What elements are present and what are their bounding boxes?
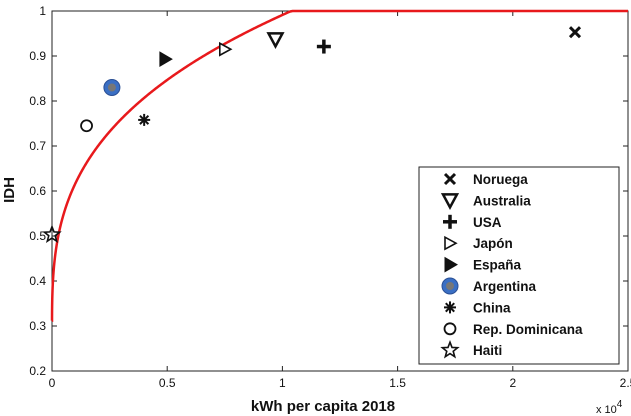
x-tick-label: 1.5: [389, 376, 406, 390]
y-tick-label: 0.3: [29, 319, 46, 333]
y-tick-label: 0.2: [29, 364, 46, 378]
legend-entry-label: China: [473, 300, 511, 315]
marker-triangle-right-open: [444, 235, 458, 251]
data-point-australia: [266, 32, 285, 49]
legend-marker-argentina: [441, 277, 459, 295]
trend-curve: [50, 9, 628, 322]
marker-triangle-down: [440, 193, 460, 211]
legend-marker-china: [444, 301, 456, 314]
legend-marker-usa: [443, 214, 457, 229]
marker-triangle-right: [444, 256, 458, 273]
data-point-argentina: [103, 79, 121, 96]
marker-asterisk-stroke: [139, 114, 150, 125]
x-tick-label: 2.5: [620, 376, 631, 390]
marker-triangle-right: [159, 51, 173, 68]
y-tick-label: 1: [39, 4, 46, 18]
legend-marker-rep-dominicana: [443, 322, 457, 336]
x-tick-label: 0.5: [159, 376, 176, 390]
marker-circle-blue-center: [107, 83, 116, 92]
y-tick-label: 0.7: [29, 139, 46, 153]
y-tick-label: 0.6: [29, 184, 46, 198]
x-multiplier-exponent: 4: [617, 399, 623, 410]
legend-entry-label: España: [473, 258, 522, 273]
legend-entry-label: Rep. Dominicana: [473, 322, 583, 337]
legend: Noruega Australia USA Japón España Argentina C…: [418, 166, 620, 365]
data-point-usa: [316, 39, 331, 54]
marker-star: [440, 339, 460, 359]
legend-entry-label: Australia: [473, 193, 531, 208]
trend-curve-group: [50, 9, 628, 322]
data-point-china: [138, 113, 151, 126]
x-multiplier-label: x 104: [596, 399, 623, 416]
marker-star: [42, 224, 62, 243]
x-tick-label: 0: [49, 376, 56, 390]
marker-circle-open: [80, 119, 93, 133]
data-point-espa-a: [159, 51, 173, 68]
legend-entry-label: Argentina: [473, 279, 536, 294]
marker-triangle-right-open: [219, 41, 233, 57]
y-tick-label: 0.4: [29, 274, 46, 288]
x-tick-label: 1: [279, 376, 286, 390]
y-tick-label: 0.5: [29, 229, 46, 243]
data-points: [42, 26, 582, 243]
y-axis-label: IDH: [1, 177, 18, 203]
legend-marker-espa-a: [444, 256, 458, 273]
data-point-rep-dominicana: [80, 119, 93, 133]
x-axis-label: kWh per capita 2018: [251, 398, 395, 415]
marker-x-stroke: [443, 172, 457, 186]
marker-triangle-down: [266, 32, 285, 49]
x-multiplier-base: x 10: [596, 404, 617, 416]
legend-marker-noruega: [443, 172, 457, 186]
marker-asterisk-stroke: [445, 302, 455, 313]
legend-marker-haiti: [440, 339, 460, 359]
y-tick-label: 0.9: [29, 49, 46, 63]
marker-x-stroke: [568, 26, 582, 39]
legend-entry-label: Noruega: [473, 172, 528, 187]
legend-marker-jap-n: [444, 235, 458, 251]
y-tick-label: 0.8: [29, 94, 46, 108]
data-point-haiti: [42, 224, 62, 243]
marker-circle-blue-center: [446, 282, 454, 290]
x-axis-ticks: 0 0.5 1 1.5 2 2.5: [49, 11, 631, 390]
legend-entry-label: Haiti: [473, 343, 502, 358]
legend-entry-label: USA: [473, 215, 502, 230]
legend-entry-label: Japón: [473, 236, 513, 251]
y-axis-ticks: 0.2 0.3 0.4 0.5 0.6 0.7 0.8 0.9 1: [29, 4, 628, 378]
x-tick-label: 2: [509, 376, 516, 390]
legend-marker-australia: [440, 193, 460, 211]
data-point-noruega: [568, 26, 582, 39]
marker-circle-open: [443, 322, 457, 336]
data-point-jap-n: [219, 41, 233, 57]
